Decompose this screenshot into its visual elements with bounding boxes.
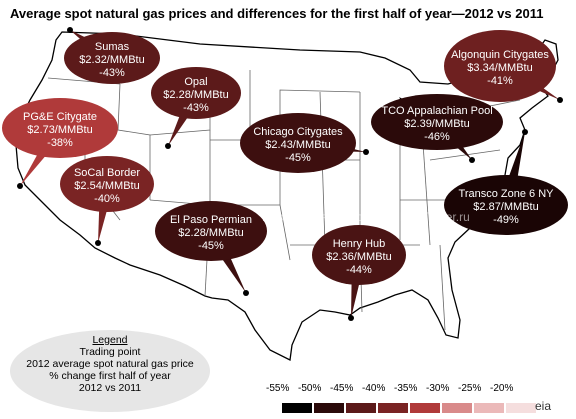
hub-price: $3.34/MMBtu (467, 62, 532, 74)
page-title: Average spot natural gas prices and diff… (10, 6, 544, 21)
hub-change: -43% (183, 102, 209, 114)
hub-bubble (64, 32, 160, 84)
hub-change: -40% (94, 193, 120, 205)
hub-bubble (444, 30, 556, 102)
trading-point (165, 143, 171, 149)
hub-change: -45% (198, 240, 224, 252)
hub-price: $2.43/MMBtu (265, 139, 330, 151)
hub-bubble (151, 67, 241, 119)
hub-price: $2.73/MMBtu (27, 124, 92, 136)
watermark-text: Портал для трейдеров - For-Trader.ru (262, 210, 470, 224)
scale-label: -35% (394, 383, 418, 394)
hub-change: -41% (487, 75, 513, 87)
hub-change: -43% (99, 67, 125, 79)
hub-price: $2.28/MMBtu (178, 227, 243, 239)
scale-label: -20% (490, 383, 514, 394)
hub-bubble (60, 156, 154, 212)
hub-name: El Paso Permian (170, 214, 252, 226)
hub-price: $2.28/MMBtu (163, 89, 228, 101)
trading-point (363, 149, 369, 155)
scale-swatch (410, 403, 440, 413)
hub-bubble (371, 94, 503, 150)
scale-label: -25% (458, 383, 482, 394)
hub-name: Henry Hub (333, 238, 386, 250)
trading-point (348, 315, 354, 321)
hub-name: Sumas (95, 41, 130, 53)
hub-change: -46% (424, 131, 450, 143)
trading-point (17, 183, 23, 189)
hub-name: Algonquin Citygates (451, 49, 549, 61)
hub-change: -38% (47, 137, 73, 149)
scale-label: -30% (426, 383, 450, 394)
hub-change: -45% (285, 152, 311, 164)
scale-swatch (346, 403, 376, 413)
trading-point (469, 157, 475, 163)
scale-swatch (282, 403, 312, 413)
hub-bubble (312, 225, 406, 285)
scale-swatch (506, 403, 536, 413)
hub-name: Transco Zone 6 NY (459, 188, 555, 200)
hub-name: Opal (184, 76, 207, 88)
legend-line-3: % change first half of year (49, 370, 171, 382)
trading-point (67, 27, 73, 33)
scale-swatch (474, 403, 504, 413)
scale-swatch (442, 403, 472, 413)
hub-bubble (2, 98, 118, 158)
eia-logo: eia (535, 399, 552, 413)
scale-label: -55% (266, 383, 290, 394)
hub-bubble (444, 175, 568, 235)
hub-name: SoCal Border (74, 167, 140, 179)
hub-price: $2.36/MMBtu (326, 251, 391, 263)
hub-name: Chicago Citygates (253, 126, 343, 138)
legend-line-1: Trading point (79, 346, 141, 358)
legend-line-4: 2012 vs 2011 (78, 382, 142, 394)
trading-point (557, 97, 563, 103)
trading-point (522, 129, 528, 135)
scale-label: -45% (330, 383, 354, 394)
scale-label: -40% (362, 383, 386, 394)
trading-point (95, 240, 101, 246)
legend-heading: Legend (92, 334, 128, 346)
hub-change: -49% (493, 214, 519, 226)
hub-name: PG&E Citygate (23, 111, 97, 123)
hub-bubble (240, 113, 356, 173)
hub-name: TCO Appalachian Pool (381, 105, 492, 117)
scale-swatch (314, 403, 344, 413)
legend: Legend Trading point 2012 average spot n… (10, 330, 210, 412)
hub-price: $2.54/MMBtu (74, 180, 139, 192)
trading-point (243, 290, 249, 296)
hub-price: $2.32/MMBtu (79, 54, 144, 66)
hub-bubble (155, 201, 267, 261)
hub-change: -44% (346, 264, 372, 276)
color-scale-labels: -55% -50% -45% -40% -35% -30% -25% -20% (266, 383, 522, 394)
scale-label: -50% (298, 383, 322, 394)
scale-swatch (378, 403, 408, 413)
hub-price: $2.87/MMBtu (473, 201, 538, 213)
legend-line-2: 2012 average spot natural gas price (26, 358, 194, 370)
hub-price: $2.39/MMBtu (404, 118, 469, 130)
